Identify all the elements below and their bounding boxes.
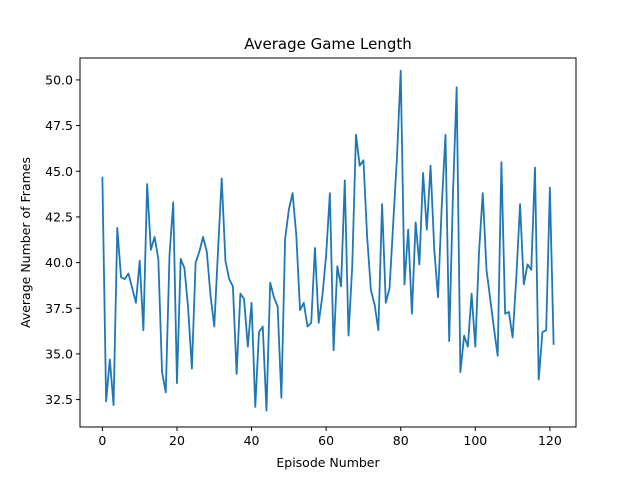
x-tick-label: 40 xyxy=(244,433,260,448)
x-tick-label: 60 xyxy=(318,433,334,448)
series-layer xyxy=(101,69,555,412)
x-tick-label: 100 xyxy=(463,433,487,448)
x-tick-label: 0 xyxy=(98,433,106,448)
y-tick-label: 35.0 xyxy=(45,346,73,361)
x-tick-label: 120 xyxy=(538,433,562,448)
y-axis-ticks: 32.5 35.0 37.5 40.0 42.5 45.0 47.5 50.0 xyxy=(45,72,80,407)
plot-frame xyxy=(79,57,577,428)
y-tick-label: 37.5 xyxy=(45,301,73,316)
plot-area xyxy=(80,58,576,427)
series-line-0 xyxy=(101,69,555,412)
y-axis-label: Average Number of Frames xyxy=(18,157,33,328)
x-axis-label: Episode Number xyxy=(276,455,380,470)
y-tick-label: 50.0 xyxy=(45,72,73,87)
x-axis-ticks: 0 20 40 60 80 100 120 xyxy=(98,427,562,448)
y-tick-label: 45.0 xyxy=(45,164,73,179)
chart-title: Average Game Length xyxy=(244,35,412,53)
y-tick-label: 32.5 xyxy=(45,392,73,407)
x-tick-label: 80 xyxy=(393,433,409,448)
x-tick-label: 20 xyxy=(169,433,185,448)
y-tick-label: 42.5 xyxy=(45,209,73,224)
y-tick-label: 40.0 xyxy=(45,255,73,270)
y-tick-label: 47.5 xyxy=(45,118,73,133)
